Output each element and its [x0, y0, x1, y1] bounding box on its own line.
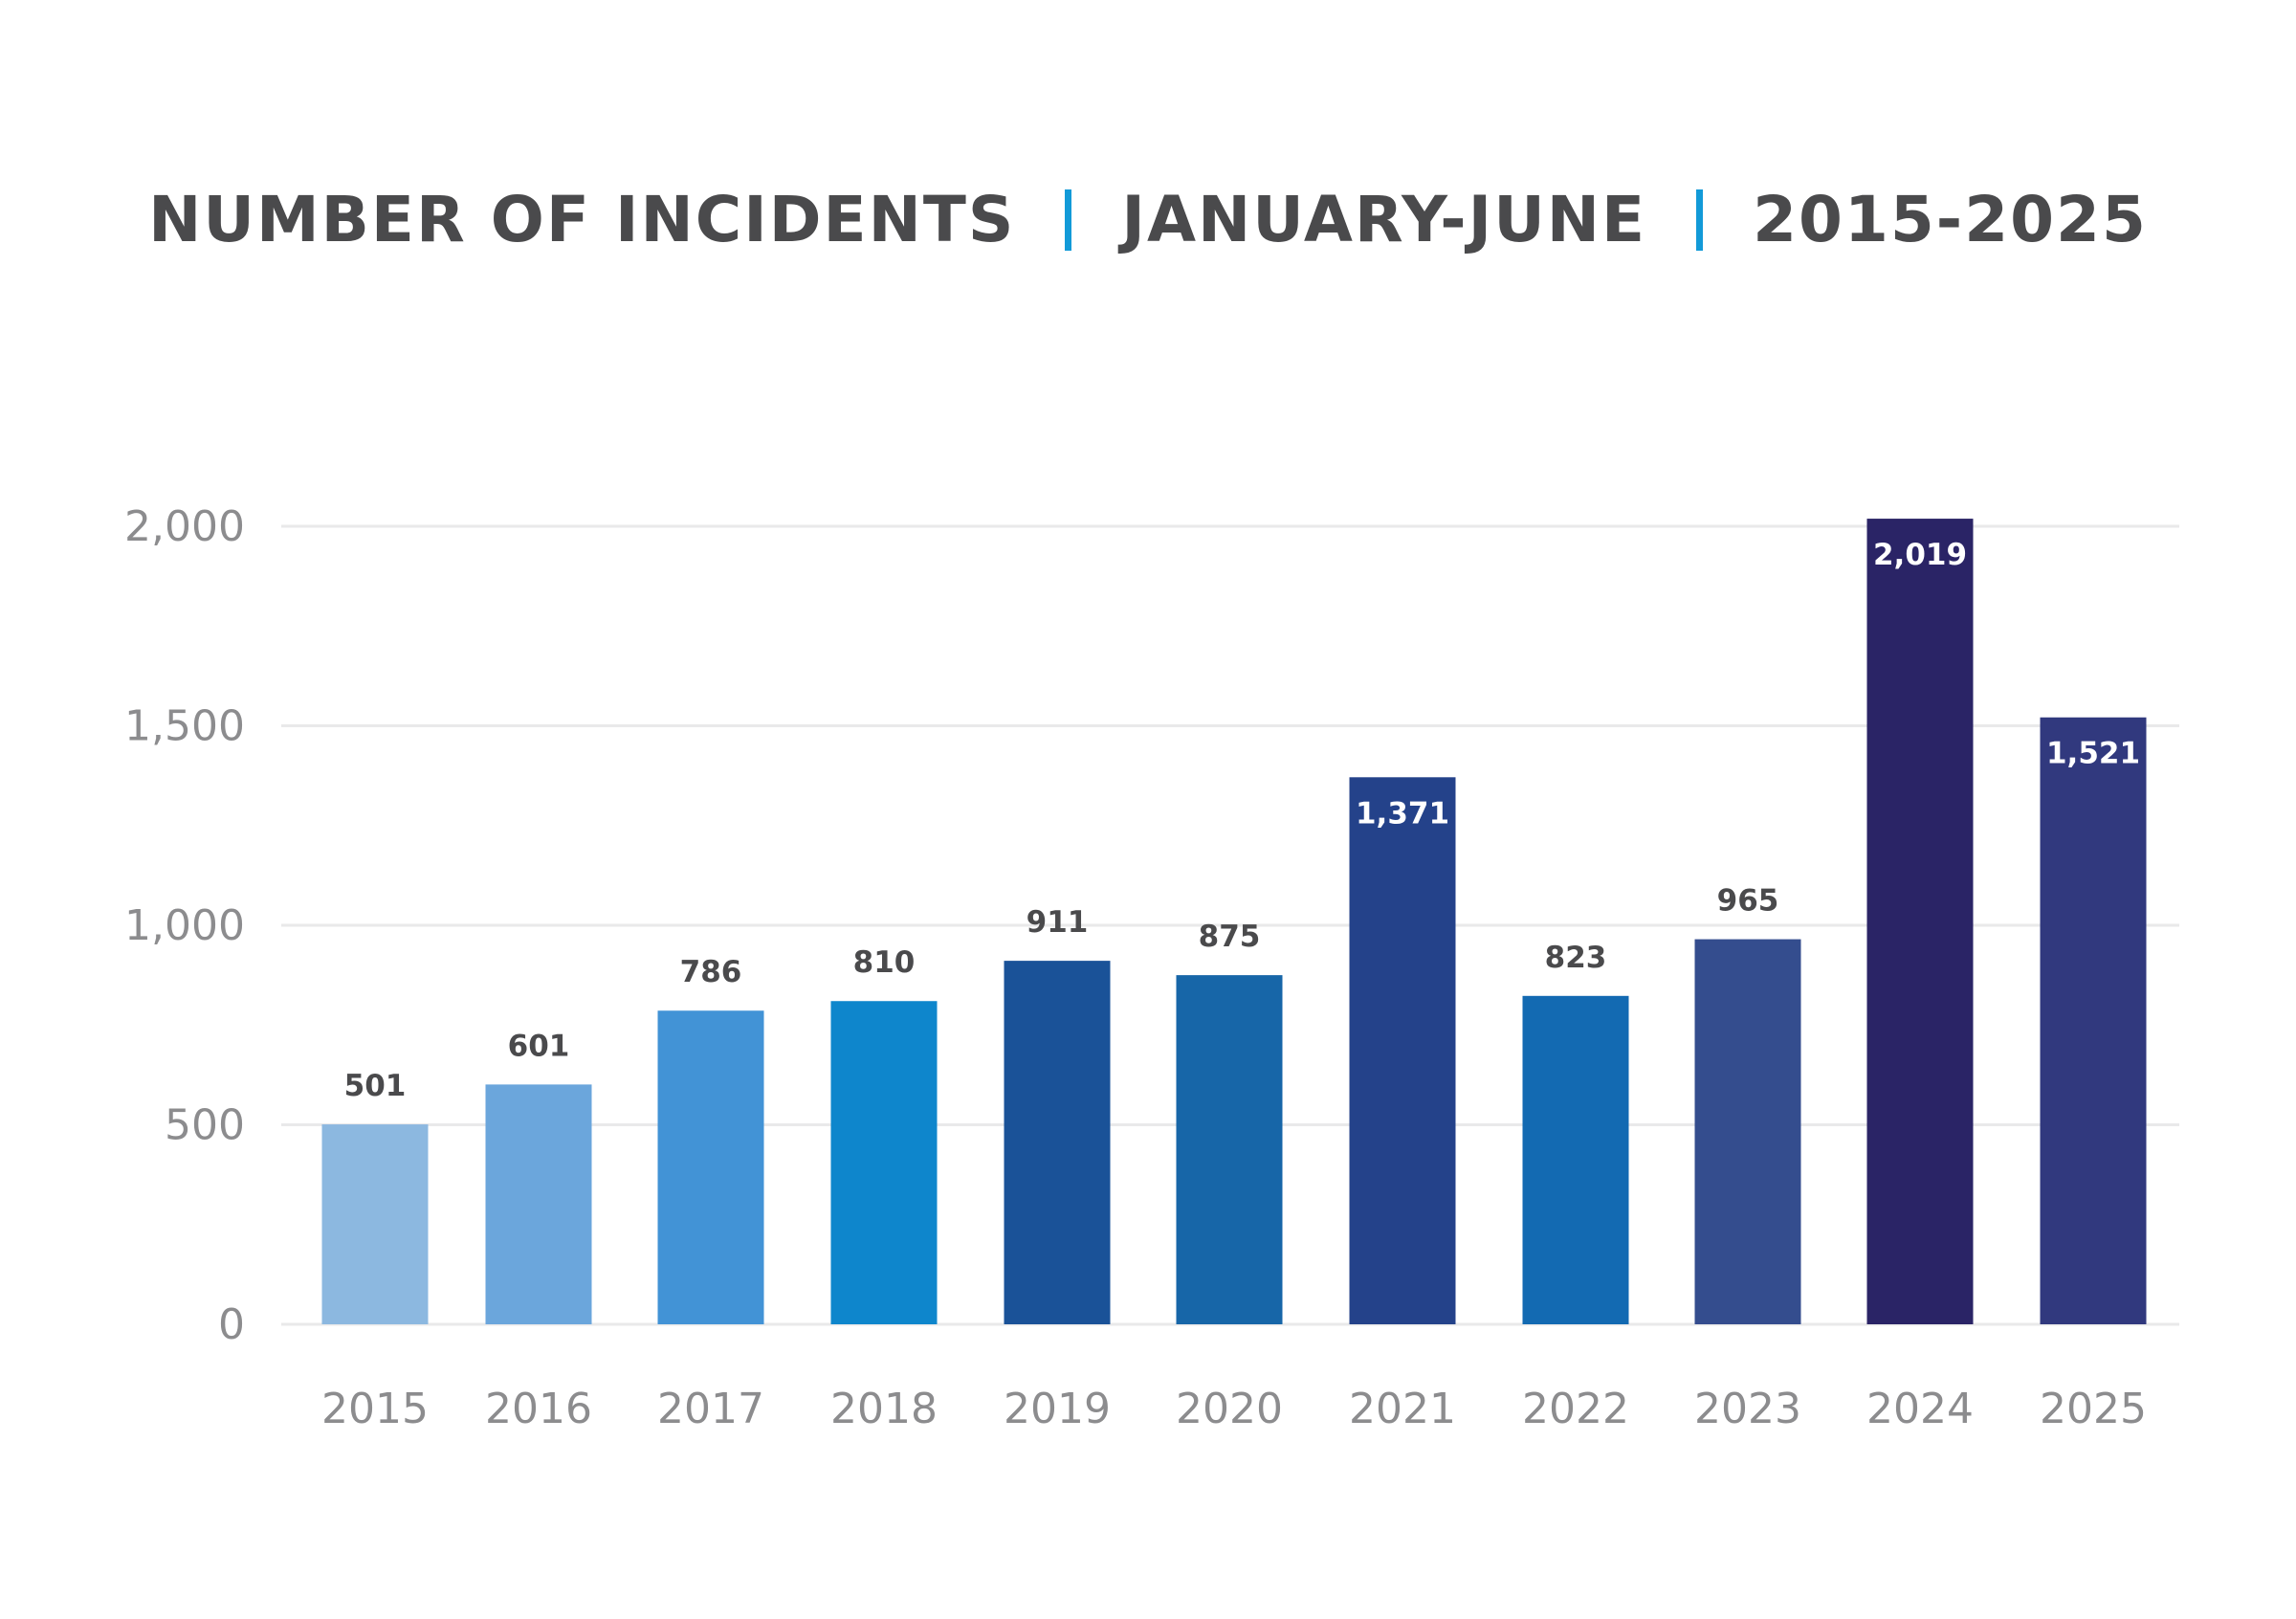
bar	[1004, 961, 1111, 1324]
data-label: 911	[1027, 905, 1089, 940]
title-part-period: JANUARY-JUNE	[1121, 183, 1647, 256]
data-label: 1,521	[2046, 737, 2140, 771]
title-separator	[1696, 189, 1704, 251]
title-part-metric: NUMBER OF INCIDENTS	[148, 183, 1016, 256]
bar	[657, 1010, 764, 1324]
data-label: 501	[344, 1069, 407, 1103]
x-tick-label: 2019	[1004, 1385, 1111, 1433]
x-axis: 2015 2016 2017 2018 2019 2020 2021 2022 2023 2024…	[321, 1385, 2147, 1433]
data-label: 823	[1545, 941, 1607, 975]
x-tick-label: 2023	[1694, 1385, 1801, 1433]
data-label: 965	[1717, 884, 1779, 919]
bar	[1866, 519, 1974, 1324]
bar	[1522, 995, 1629, 1324]
data-label: 810	[853, 945, 916, 980]
bar	[1694, 939, 1801, 1324]
bar	[830, 1001, 938, 1324]
x-tick-label: 2021	[1349, 1385, 1456, 1433]
y-tick-label: 2,000	[124, 502, 245, 551]
x-tick-label: 2020	[1176, 1385, 1283, 1433]
y-axis: 0 500 1,000 1,500 2,000	[124, 502, 245, 1349]
title-separator	[1065, 189, 1072, 251]
data-label: 1,371	[1356, 796, 1449, 831]
data-label: 601	[508, 1029, 570, 1063]
x-tick-label: 2015	[321, 1385, 429, 1433]
y-tick-label: 0	[218, 1300, 245, 1349]
data-label: 2,019	[1873, 538, 1967, 572]
x-tick-label: 2022	[1522, 1385, 1629, 1433]
data-label: 875	[1199, 920, 1261, 954]
x-tick-label: 2017	[657, 1385, 764, 1433]
x-tick-label: 2025	[2040, 1385, 2147, 1433]
bars: 501 601 786 810 911 875 1,371 823 965 2,019 1,521	[321, 519, 2147, 1324]
bar	[1349, 777, 1456, 1324]
x-tick-label: 2024	[1866, 1385, 1974, 1433]
bar	[2040, 717, 2147, 1324]
data-label: 786	[680, 955, 742, 989]
chart-title: NUMBER OF INCIDENTS JANUARY-JUNE 2015-2025	[0, 177, 2296, 263]
bar	[485, 1084, 592, 1324]
y-tick-label: 1,000	[124, 901, 245, 950]
title-part-years: 2015-2025	[1753, 183, 2148, 256]
y-tick-label: 500	[165, 1101, 245, 1150]
x-tick-label: 2016	[485, 1385, 592, 1433]
y-tick-label: 1,500	[124, 702, 245, 751]
x-tick-label: 2018	[830, 1385, 938, 1433]
bar	[1176, 975, 1283, 1324]
bar	[321, 1124, 429, 1324]
